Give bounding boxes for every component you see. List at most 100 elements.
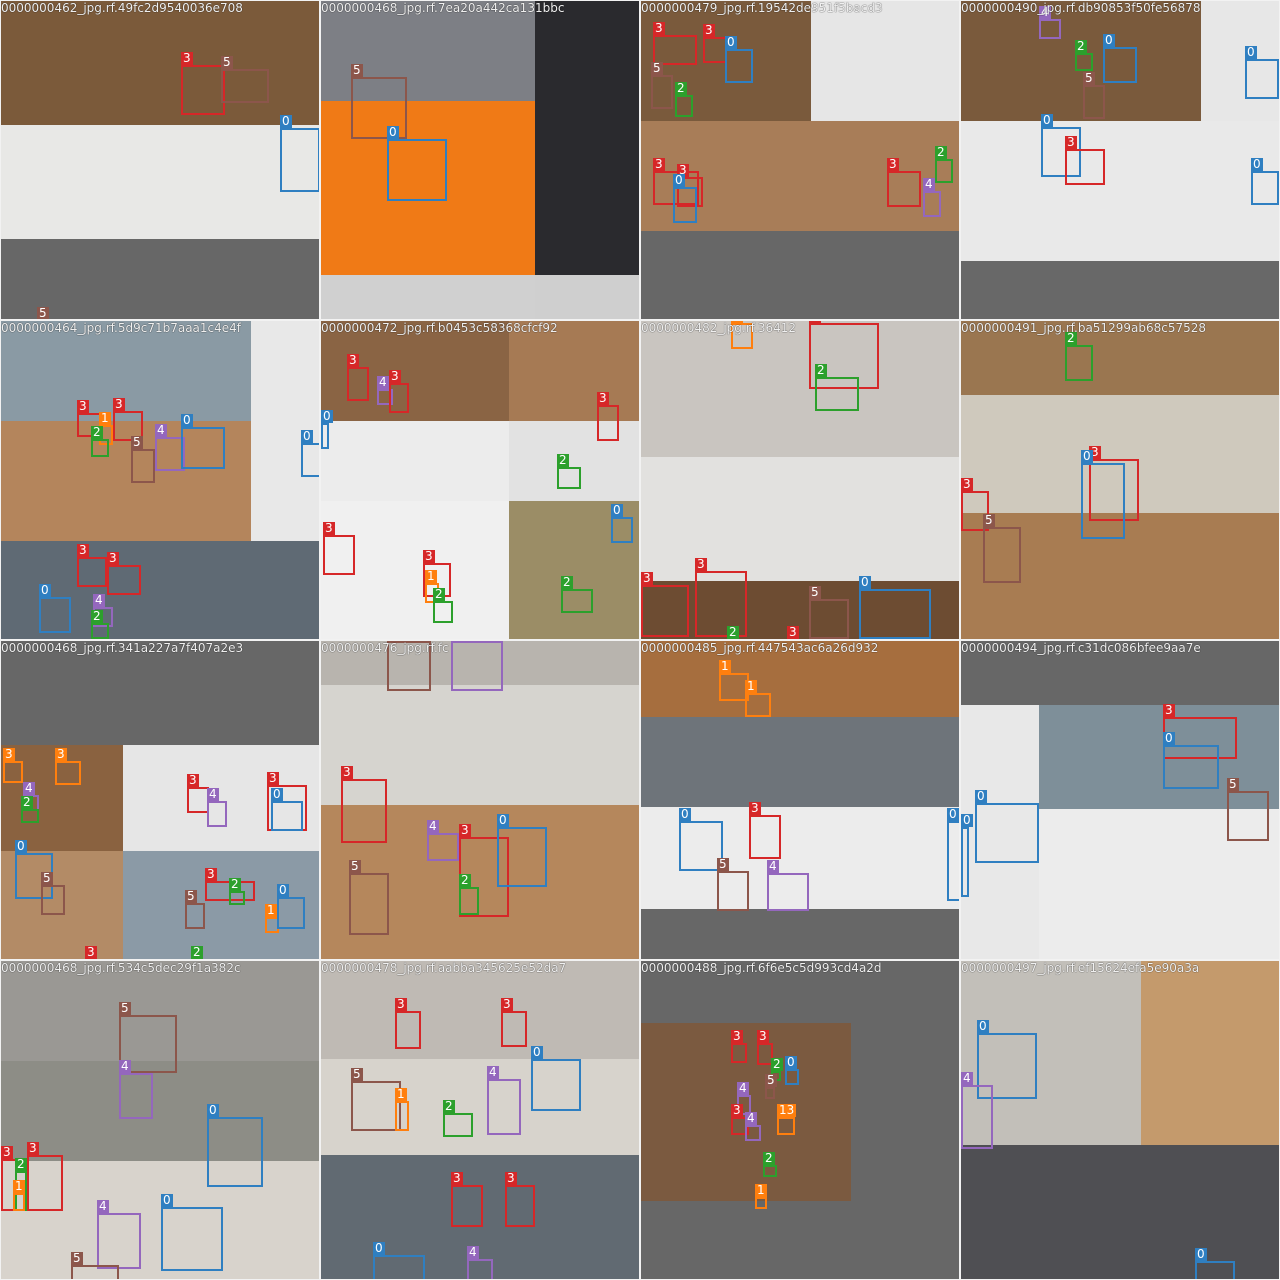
- bbox[interactable]: 2: [561, 576, 593, 613]
- bbox[interactable]: 2: [21, 796, 39, 823]
- bbox[interactable]: 3: [641, 572, 689, 637]
- bbox[interactable]: 3: [395, 998, 421, 1049]
- bbox[interactable]: 5: [387, 641, 431, 691]
- bbox[interactable]: 3: [55, 748, 81, 785]
- bbox[interactable]: 3: [27, 1142, 63, 1211]
- bbox[interactable]: 0: [280, 115, 319, 192]
- bbox[interactable]: 3: [113, 398, 143, 441]
- bbox[interactable]: 5: [351, 64, 407, 139]
- bbox[interactable]: 1: [755, 1184, 767, 1209]
- tile-14[interactable]: 0000000478_jpg.rf.aabba345625e52da7 3 3 …: [320, 960, 640, 1280]
- bbox[interactable]: 5: [119, 1002, 177, 1073]
- bbox[interactable]: 3: [787, 626, 799, 639]
- bbox[interactable]: 2: [1075, 40, 1093, 71]
- bbox[interactable]: 0: [1103, 34, 1137, 83]
- bbox[interactable]: 3: [505, 1172, 535, 1227]
- bbox[interactable]: 1: [395, 1088, 409, 1131]
- bbox[interactable]: 4: [745, 1112, 761, 1141]
- bbox[interactable]: 0: [785, 1056, 799, 1085]
- bbox[interactable]: 0: [321, 410, 333, 449]
- bbox[interactable]: 3: [323, 522, 355, 575]
- bbox[interactable]: 0: [1081, 450, 1125, 539]
- bbox[interactable]: 4: [961, 1072, 993, 1149]
- bbox[interactable]: 4: [767, 860, 809, 911]
- bbox[interactable]: 5: [185, 890, 205, 929]
- bbox[interactable]: 2: [763, 1152, 777, 1177]
- bbox[interactable]: 5: [1227, 778, 1269, 841]
- tile-15[interactable]: 0000000488_jpg.rf.6f6e5c5d993cd4a2d 3 3 …: [640, 960, 960, 1280]
- bbox[interactable]: 2: [935, 146, 953, 183]
- bbox[interactable]: 3: [341, 766, 387, 843]
- bbox[interactable]: 3: [77, 544, 107, 587]
- bbox[interactable]: 0: [1041, 114, 1081, 177]
- bbox[interactable]: 0: [39, 584, 71, 633]
- bbox[interactable]: 2: [91, 426, 109, 457]
- bbox[interactable]: 1: [745, 680, 771, 717]
- bbox[interactable]: 5: [765, 1074, 777, 1099]
- bbox[interactable]: 2: [815, 364, 859, 411]
- bbox[interactable]: 3: [757, 1030, 773, 1065]
- tile-11[interactable]: 0000000485_jpg.rf.447543ac6a26d932 1 1 0…: [640, 640, 960, 960]
- bbox[interactable]: 4: [155, 424, 185, 471]
- bbox[interactable]: 0: [497, 814, 547, 887]
- bbox[interactable]: 3: [107, 552, 141, 595]
- tile-6[interactable]: 0000000472_jpg.rf.b0453c58368cfcf92 3 4 …: [320, 320, 640, 640]
- bbox[interactable]: 5: [651, 62, 673, 109]
- bbox[interactable]: 0: [1163, 732, 1219, 789]
- bbox[interactable]: 4: [451, 641, 503, 691]
- bbox[interactable]: 5: [131, 436, 155, 483]
- bbox[interactable]: 3: [451, 1172, 483, 1227]
- bbox[interactable]: 0: [679, 808, 723, 871]
- tile-12[interactable]: 0000000494_jpg.rf.c31dc086bfee9aa7e 3 0 …: [960, 640, 1280, 960]
- bbox[interactable]: 0: [301, 430, 319, 477]
- bbox[interactable]: 4: [97, 1200, 141, 1269]
- bbox[interactable]: 3: [181, 52, 225, 115]
- bbox[interactable]: 4: [119, 1060, 153, 1119]
- bbox[interactable]: 3: [389, 370, 409, 413]
- bbox[interactable]: 5: [349, 860, 389, 935]
- bbox[interactable]: 1: [731, 321, 753, 349]
- tile-5[interactable]: 0000000464_jpg.rf.5d9c71b7aaa1c4e4f 3 1 …: [0, 320, 320, 640]
- bbox[interactable]: 3: [695, 558, 747, 637]
- bbox[interactable]: 0: [975, 790, 1039, 863]
- bbox[interactable]: 3: [1089, 446, 1139, 521]
- bbox[interactable]: 2: [675, 82, 693, 117]
- bbox[interactable]: 5: [71, 1252, 119, 1279]
- tile-9[interactable]: 0000000468_jpg.rf.341a227a7f407a2e3 3 3 …: [0, 640, 320, 960]
- bbox[interactable]: 3: [703, 24, 727, 63]
- bbox[interactable]: 3: [677, 164, 703, 207]
- bbox[interactable]: 4: [377, 376, 393, 405]
- bbox[interactable]: 5: [41, 872, 65, 915]
- bbox[interactable]: 3: [731, 1030, 747, 1063]
- bbox[interactable]: 0: [1245, 46, 1279, 99]
- tile-16[interactable]: 0000000497_jpg.rf.ef15624efa5e90a3a 0 4 …: [960, 960, 1280, 1280]
- bbox[interactable]: 2: [1065, 332, 1093, 381]
- bbox[interactable]: 0: [725, 36, 753, 83]
- bbox[interactable]: 3: [3, 748, 23, 783]
- bbox[interactable]: 5: [351, 1068, 401, 1131]
- bbox[interactable]: 5: [221, 56, 269, 103]
- bbox[interactable]: 0: [961, 814, 973, 897]
- bbox[interactable]: 0: [207, 1104, 263, 1187]
- bbox[interactable]: 0: [387, 126, 447, 201]
- bbox[interactable]: 0: [161, 1194, 223, 1271]
- tile-2[interactable]: 0000000468_jpg.rf.7ea20a442ca131bbc 5 0: [320, 0, 640, 320]
- bbox[interactable]: 5: [1083, 72, 1105, 119]
- bbox[interactable]: 0: [1195, 1248, 1235, 1279]
- bbox[interactable]: 4: [427, 820, 459, 861]
- bbox[interactable]: 0: [611, 504, 633, 543]
- tile-1[interactable]: 0000000462_jpg.rf.49fc2d9540036e708 3 5 …: [0, 0, 320, 320]
- bbox[interactable]: 0: [373, 1242, 425, 1279]
- bbox[interactable]: 0: [673, 174, 697, 223]
- bbox[interactable]: 3: [809, 321, 879, 389]
- bbox[interactable]: 4: [1039, 6, 1061, 39]
- bbox[interactable]: 2: [91, 610, 109, 639]
- tile-10[interactable]: 0000000476_jpg.rf.fc 5 4 3 4 3 0 2 5: [320, 640, 640, 960]
- bbox[interactable]: 4: [487, 1066, 521, 1135]
- bbox[interactable]: 0: [181, 414, 225, 469]
- tile-8[interactable]: 0000000491_jpg.rf.ba51299ab68c57528 2 3 …: [960, 320, 1280, 640]
- bbox[interactable]: 5: [809, 586, 849, 639]
- bbox[interactable]: 4: [923, 178, 941, 217]
- bbox[interactable]: 0: [859, 576, 931, 639]
- bbox[interactable]: 3: [597, 392, 619, 441]
